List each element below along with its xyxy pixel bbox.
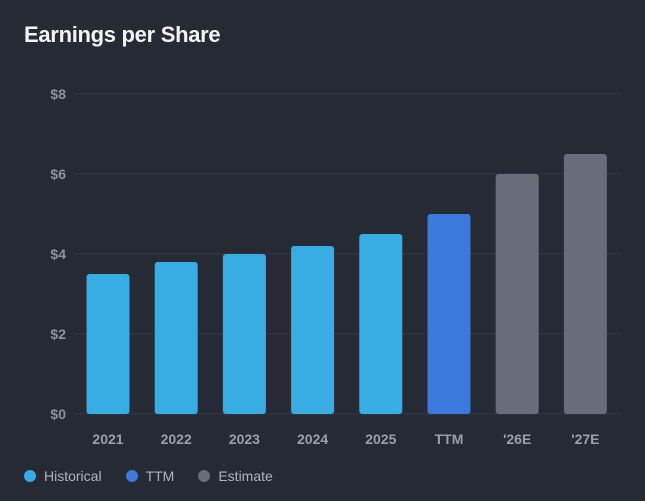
legend-dot-historical — [24, 470, 36, 482]
legend-item-estimate[interactable]: Estimate — [198, 468, 273, 484]
x-tick-label: 2022 — [161, 431, 192, 447]
bar-ttm[interactable] — [427, 214, 471, 414]
bar-historical[interactable] — [154, 262, 198, 414]
bar-estimate[interactable] — [495, 174, 539, 414]
bar-historical[interactable] — [222, 254, 266, 414]
chart-legend: Historical TTM Estimate — [24, 468, 297, 484]
y-tick-label: $8 — [50, 86, 66, 102]
bar-historical[interactable] — [291, 246, 335, 414]
x-tick-label: 2023 — [229, 431, 260, 447]
legend-item-ttm[interactable]: TTM — [125, 468, 175, 484]
y-axis-ticks: $0 $2 $4 $6 $8 — [50, 86, 66, 422]
x-axis-ticks: 2021 2022 2023 2024 2025 TTM '26E '27E — [92, 431, 599, 447]
x-tick-label: 2025 — [365, 431, 396, 447]
x-tick-label: '26E — [503, 431, 531, 447]
legend-item-historical[interactable]: Historical — [24, 468, 102, 484]
x-tick-label: TTM — [435, 431, 464, 447]
legend-label-estimate: Estimate — [218, 468, 273, 484]
legend-label-ttm: TTM — [145, 468, 175, 484]
legend-dot-estimate — [198, 470, 211, 482]
chart-title: Earnings per Share — [24, 22, 221, 47]
y-tick-label: $2 — [50, 326, 66, 342]
legend-dot-ttm — [125, 470, 138, 482]
bar-historical[interactable] — [86, 274, 130, 414]
bars — [86, 154, 607, 414]
bar-estimate[interactable] — [563, 154, 607, 414]
y-tick-label: $4 — [50, 246, 66, 262]
bar-historical[interactable] — [359, 234, 403, 414]
x-tick-label: '27E — [571, 431, 599, 447]
x-tick-label: 2021 — [92, 431, 123, 447]
y-tick-label: $6 — [50, 166, 66, 182]
y-tick-label: $0 — [50, 406, 66, 422]
x-tick-label: 2024 — [297, 431, 328, 447]
legend-label-historical: Historical — [44, 468, 102, 484]
